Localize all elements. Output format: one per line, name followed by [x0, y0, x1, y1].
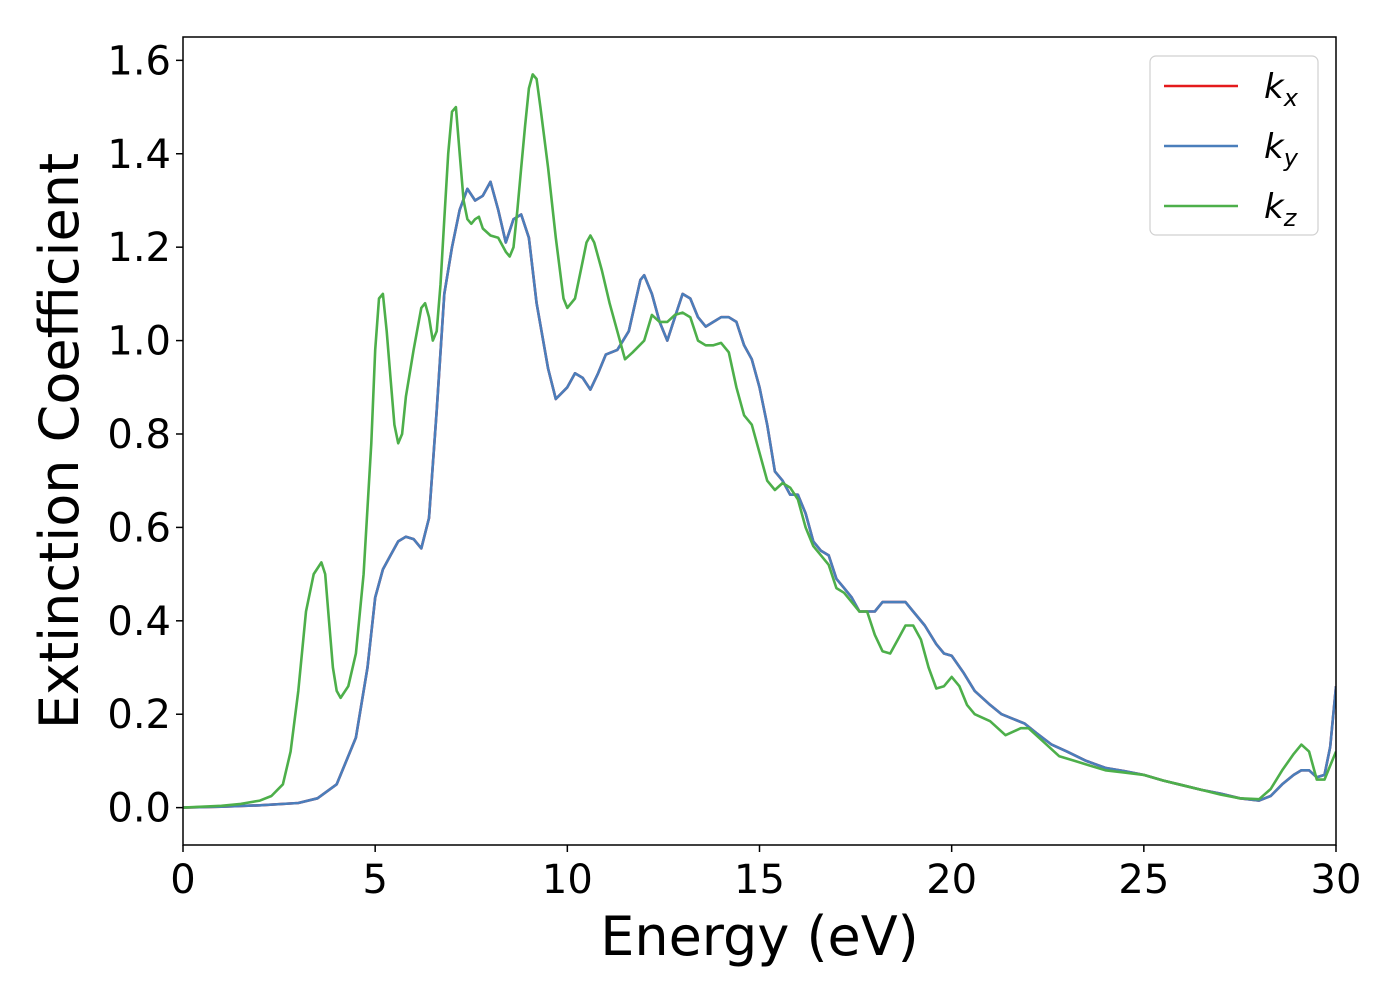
x-tick-label: 25	[1118, 857, 1169, 903]
legend-label-kz: kz	[1264, 187, 1298, 232]
y-tick-label: 1.4	[107, 132, 171, 178]
y-tick-label: 1.6	[107, 38, 171, 84]
legend: kx ky kz	[1149, 55, 1319, 236]
series-line-ky	[183, 180, 1336, 809]
y-tick-label: 1.2	[107, 225, 171, 271]
series-line-kx	[183, 180, 1336, 809]
x-axis-title: Energy (eV)	[600, 905, 919, 968]
legend-label-kx: kx	[1264, 67, 1299, 112]
x-tick-label: 5	[362, 857, 387, 903]
series-layer	[183, 73, 1336, 809]
x-axis-ticks: 0 5 10 15 20 25 30	[170, 845, 1361, 903]
y-tick-label: 0.8	[107, 412, 171, 458]
y-tick-label: 0.0	[107, 786, 171, 832]
x-tick-label: 30	[1311, 857, 1362, 903]
x-tick-label: 10	[542, 857, 593, 903]
y-axis-title: Extinction Coefficient	[28, 153, 91, 729]
x-tick-label: 0	[170, 857, 195, 903]
legend-label-ky: ky	[1264, 127, 1299, 172]
series-line-kz	[183, 73, 1336, 809]
y-tick-label: 1.0	[107, 319, 171, 365]
y-axis-ticks: 0.0 0.2 0.4 0.6 0.8 1.0 1.2 1.4 1.6	[107, 38, 183, 832]
y-tick-label: 0.2	[107, 692, 171, 738]
y-tick-label: 0.4	[107, 599, 171, 645]
y-tick-label: 0.6	[107, 505, 171, 551]
x-tick-label: 20	[926, 857, 977, 903]
x-tick-label: 15	[734, 857, 785, 903]
